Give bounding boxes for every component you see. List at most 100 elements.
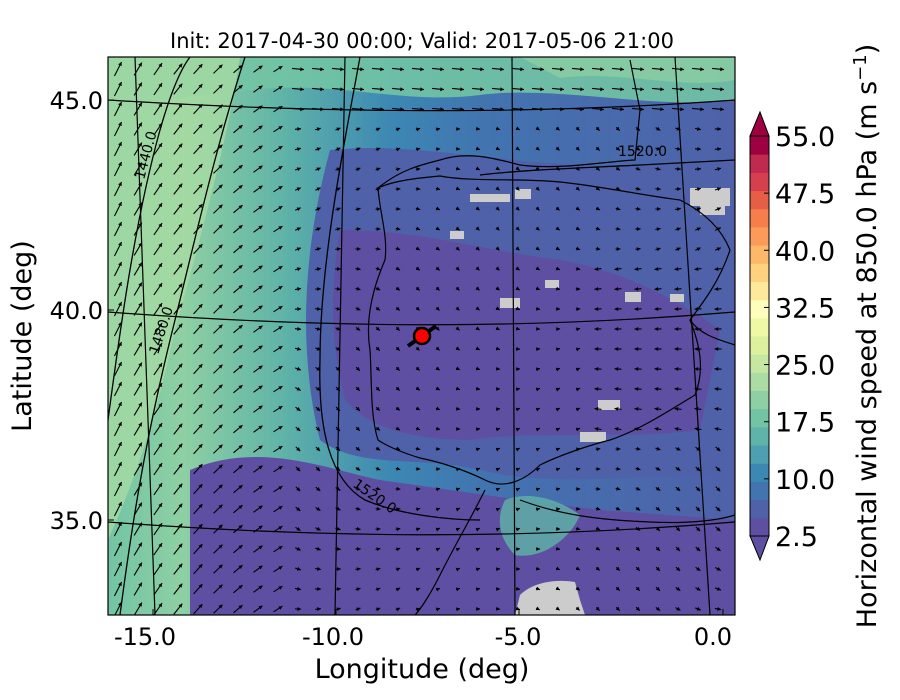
wind-vector-head — [178, 483, 183, 488]
wind-vector-head — [576, 266, 581, 271]
colorbar-frame — [749, 135, 770, 537]
wind-vector-head — [475, 266, 480, 271]
wind-vector-head — [515, 507, 520, 512]
wind-vector-head — [395, 406, 400, 411]
wind-vector-head — [575, 546, 581, 551]
wind-vector-head — [258, 545, 263, 550]
wind-vector-head — [535, 586, 540, 591]
colorbar-tick-label: 55.0 — [775, 122, 835, 153]
iberia-coastline — [367, 175, 731, 485]
wind-vector-head — [495, 266, 500, 271]
wind-vector-head — [535, 166, 540, 171]
wind-vector-head — [676, 606, 681, 611]
wind-vector-head — [636, 146, 641, 151]
wind-vector-head — [575, 447, 581, 452]
wind-vector-head — [615, 546, 620, 551]
wind-vector-head — [395, 326, 400, 331]
wind-vector-head — [516, 586, 520, 591]
wind-vector-head — [680, 67, 684, 72]
wind-vector-head — [680, 87, 684, 92]
wind-vector-head — [656, 186, 661, 191]
wind-vector-head — [455, 346, 460, 351]
wind-vector-head — [436, 446, 441, 451]
wind-vector-head — [636, 186, 641, 191]
wind-vector-head — [316, 427, 321, 432]
wind-vector-head — [258, 585, 263, 590]
wind-vector-head — [218, 104, 223, 109]
wind-vector-head — [614, 267, 619, 271]
wind-vector-head — [238, 225, 243, 230]
wind-vector-head — [716, 247, 721, 252]
wind-vector-head — [496, 606, 500, 611]
wind-vector-head — [336, 607, 341, 612]
wind-vector-head — [238, 545, 243, 550]
wind-vector-head — [616, 226, 621, 231]
wind-vector-head — [335, 406, 340, 411]
wind-vector-head — [615, 526, 621, 531]
wind-vector-head — [500, 87, 504, 92]
wind-vector-head — [337, 567, 341, 571]
wind-vector-head — [416, 487, 421, 492]
wind-vector-head — [594, 287, 599, 291]
wind-vector-head — [475, 366, 480, 371]
wind-vector-head — [258, 125, 263, 130]
x-tick-label: -15.0 — [114, 623, 176, 651]
wind-vector-head — [460, 87, 464, 92]
y-axis: 45.0 40.0 35.0 Latitude (deg) — [7, 87, 114, 535]
wind-vector-head — [376, 527, 381, 532]
wind-vector-head — [596, 506, 601, 511]
wind-vector-head — [336, 187, 341, 192]
wind-vector-head — [198, 224, 203, 229]
wind-vector-head — [238, 125, 243, 130]
wind-vector-head — [336, 227, 341, 232]
wind-vector-head — [258, 285, 263, 290]
wind-vector-head — [696, 446, 701, 451]
wind-vector-head — [680, 107, 684, 112]
wind-vector-head — [555, 447, 560, 452]
wind-vector-head — [118, 142, 122, 147]
wind-vector-head — [138, 142, 142, 147]
wind-vector-head — [635, 526, 640, 531]
wind-vector-head — [238, 165, 243, 170]
wind-vector-head — [455, 547, 460, 552]
wind-vector-head — [556, 327, 561, 332]
wind-vector-head — [316, 326, 321, 331]
wind-vector-head — [654, 287, 659, 291]
wind-vector-head — [576, 327, 581, 332]
wind-vector-head — [316, 526, 321, 531]
wind-vector-head — [198, 324, 203, 329]
wind-vector-head — [516, 346, 520, 351]
wind-vector-head — [576, 307, 581, 312]
wind-vector-head — [296, 407, 301, 411]
colorbar-band — [750, 336, 769, 355]
wind-vector-head — [495, 547, 500, 552]
wind-vector-head — [218, 64, 223, 69]
colorbar-band — [750, 445, 769, 464]
wind-vector-head — [218, 564, 223, 569]
wind-vector-head — [634, 347, 639, 351]
wind-vector-head — [178, 383, 183, 388]
wind-vectors — [113, 61, 725, 615]
wind-vector-head — [238, 145, 243, 150]
wind-vector-head — [475, 246, 480, 251]
colorbar-band — [750, 208, 769, 228]
wind-vector-head — [674, 387, 679, 391]
wind-vector-head — [218, 84, 223, 89]
wind-vector-head — [515, 467, 520, 472]
wind-vector-head — [515, 166, 520, 171]
wind-vector-head — [278, 526, 283, 530]
wind-vector-head — [575, 186, 580, 191]
wind-vector-head — [258, 425, 263, 430]
wind-vector-head — [296, 167, 301, 172]
wind-vector-head — [555, 367, 560, 372]
wind-vector-head — [535, 306, 540, 311]
wind-vector-head — [376, 246, 381, 251]
wind-vector-head — [656, 207, 661, 212]
wind-vector-head — [576, 526, 581, 531]
wind-vector-head — [595, 586, 600, 591]
wind-vector-head — [634, 287, 639, 291]
wind-vector-head — [415, 266, 420, 271]
map-panel: 1440.0 1480.0 1520.0 1520.0 — [108, 57, 735, 615]
wind-vector-head — [676, 486, 681, 491]
wind-vector-head — [596, 447, 601, 452]
